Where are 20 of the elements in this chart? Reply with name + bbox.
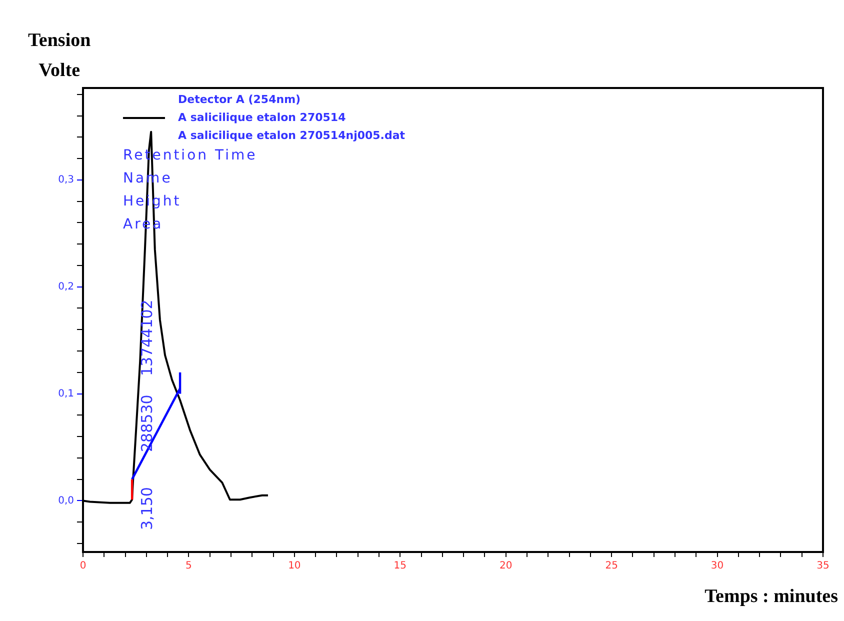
annotation: 13744102 (138, 300, 156, 376)
x-tick-label: 10 (288, 560, 301, 572)
y-tick-label: 0,0 (58, 495, 74, 506)
x-tick-label: 0 (80, 560, 86, 572)
y-axis-title: Tension Volte (28, 29, 91, 83)
annotation: 288530 (138, 394, 156, 452)
x-tick-label: 35 (816, 560, 830, 572)
annotation: 3,150 (138, 487, 156, 530)
legend-title: Detector A (254nm) (178, 92, 301, 106)
x-tick-label: 20 (499, 560, 512, 572)
x-tick-label: 5 (186, 560, 192, 572)
y-tick-label: 0,3 (58, 174, 74, 186)
y-tick-label: 0,1 (58, 388, 74, 400)
x-axis-title: Temps : minutes (704, 586, 838, 608)
x-tick-label: 15 (394, 560, 407, 572)
legend-label: A salicilique etalon 270514 (178, 110, 346, 124)
x-tick-label: 25 (605, 560, 618, 572)
x-tick-label: 30 (710, 560, 724, 572)
annotation: A salicilique etalon 270514nj005.dat (178, 128, 406, 142)
y-tick-label: 0,2 (58, 281, 74, 292)
